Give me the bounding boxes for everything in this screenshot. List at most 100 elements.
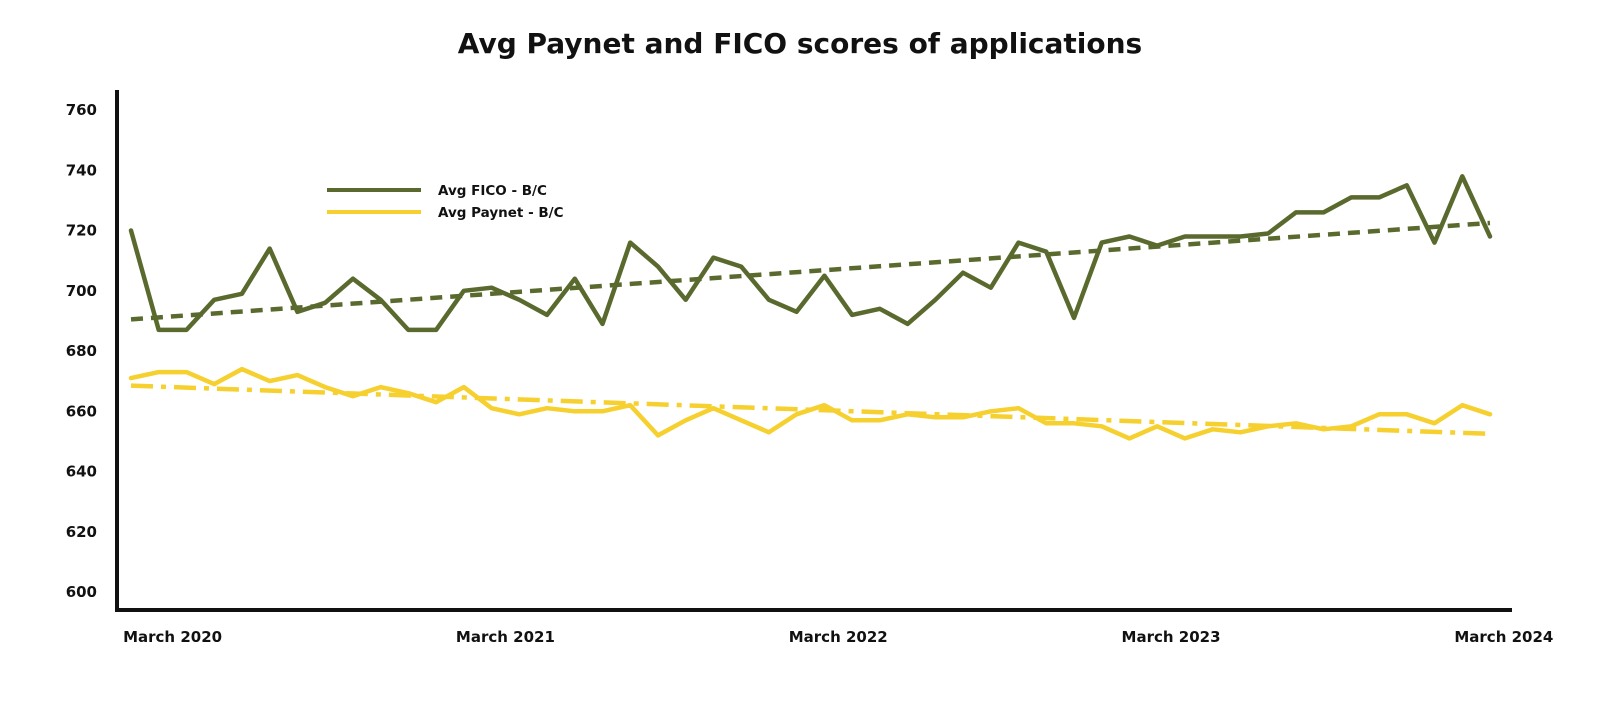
fico-data-point xyxy=(295,310,299,314)
paynet-data-point xyxy=(1405,412,1409,416)
y-tick-label: 720 xyxy=(66,222,97,240)
paynet-data-point xyxy=(961,415,965,419)
fico-data-point xyxy=(1433,241,1437,245)
trendlines xyxy=(130,220,1491,437)
paynet-data-point xyxy=(406,391,410,395)
fico-data-point xyxy=(212,298,216,302)
legend: Avg FICO - B/C Avg Paynet - B/C xyxy=(327,183,564,221)
fico-data-point xyxy=(711,256,715,260)
fico-data-point xyxy=(1017,241,1021,245)
fico-data-point xyxy=(600,322,604,326)
paynet-data-point xyxy=(268,379,272,383)
paynet-data-point xyxy=(434,400,438,404)
paynet-series-line xyxy=(128,366,1493,441)
paynet-data-point xyxy=(1488,412,1492,416)
paynet-data-point xyxy=(157,370,161,374)
fico-data-point xyxy=(850,313,854,317)
paynet-data-point xyxy=(1377,412,1381,416)
paynet-data-point xyxy=(1266,424,1270,428)
x-tick-label: March 2021 xyxy=(456,628,555,646)
paynet-data-point xyxy=(517,412,521,416)
fico-data-point xyxy=(739,265,743,269)
fico-data-point xyxy=(157,328,161,332)
fico-data-point xyxy=(961,271,965,275)
x-tick-label: March 2023 xyxy=(1122,628,1221,646)
paynet-data-point xyxy=(850,418,854,422)
y-tick-label: 680 xyxy=(66,342,97,360)
paynet-data-point xyxy=(1460,403,1464,407)
x-tick-label: March 2020 xyxy=(123,628,222,646)
fico-data-point xyxy=(1322,210,1326,214)
paynet-data-point xyxy=(1238,430,1242,434)
paynet-data-point xyxy=(656,433,660,437)
paynet-data-point xyxy=(1433,421,1437,425)
paynet-data-point xyxy=(379,385,383,389)
paynet-data-point xyxy=(1322,427,1326,431)
paynet-data-point xyxy=(1211,427,1215,431)
fico-data-point xyxy=(1155,244,1159,248)
paynet-data-point xyxy=(684,418,688,422)
y-tick-label: 660 xyxy=(66,402,97,420)
fico-data-point xyxy=(240,292,244,296)
fico-data-point xyxy=(184,328,188,332)
paynet-data-point xyxy=(1155,424,1159,428)
y-tick-label: 700 xyxy=(66,282,97,300)
paynet-data-point xyxy=(739,418,743,422)
fico-data-point xyxy=(1377,195,1381,199)
fico-data-point xyxy=(1127,235,1131,239)
fico-data-point xyxy=(462,289,466,293)
paynet-data-point xyxy=(1294,421,1298,425)
fico-data-point xyxy=(1266,232,1270,236)
y-tick-label: 600 xyxy=(66,583,97,601)
fico-data-point xyxy=(406,328,410,332)
paynet-data-point xyxy=(822,403,826,407)
paynet-data-point xyxy=(989,409,993,413)
paynet-data-point xyxy=(1044,421,1048,425)
fico-data-point xyxy=(933,298,937,302)
fico-data-point xyxy=(1238,235,1242,239)
paynet-data-point xyxy=(129,376,133,380)
fico-data-point xyxy=(906,322,910,326)
paynet-data-point xyxy=(351,394,355,398)
fico-data-point xyxy=(822,274,826,278)
fico-data-point xyxy=(517,298,521,302)
paynet-data-point xyxy=(933,415,937,419)
y-tick-label: 740 xyxy=(66,161,97,179)
fico-data-point xyxy=(1460,174,1464,178)
fico-data-point xyxy=(1211,235,1215,239)
fico-data-point xyxy=(268,247,272,251)
paynet-data-point xyxy=(795,412,799,416)
paynet-data-point xyxy=(1072,421,1076,425)
y-tick-label: 620 xyxy=(66,523,97,541)
legend-label-fico: Avg FICO - B/C xyxy=(438,183,547,199)
y-tick-label: 640 xyxy=(66,463,97,481)
paynet-data-point xyxy=(184,370,188,374)
fico-data-point xyxy=(795,310,799,314)
x-axis-ticks: March 2020 March 2021 March 2022 March 2023… xyxy=(123,628,1553,646)
paynet-data-point xyxy=(573,409,577,413)
paynet-data-point xyxy=(600,409,604,413)
paynet-data-point xyxy=(1100,424,1104,428)
paynet-data-point xyxy=(323,385,327,389)
fico-data-point xyxy=(878,307,882,311)
paynet-data-point xyxy=(490,406,494,410)
fico-data-point xyxy=(628,241,632,245)
y-axis-ticks: 600 620 640 660 680 700 720 740 760 xyxy=(66,101,97,601)
legend-label-paynet: Avg Paynet - B/C xyxy=(438,205,564,221)
fico-data-point xyxy=(379,298,383,302)
paynet-data-point xyxy=(628,403,632,407)
fico-data-point xyxy=(1044,250,1048,254)
paynet-data-point xyxy=(240,367,244,371)
fico-data-point xyxy=(684,298,688,302)
chart-title: Avg Paynet and FICO scores of applicatio… xyxy=(458,27,1142,60)
paynet-data-point xyxy=(462,385,466,389)
paynet-data-point xyxy=(1349,424,1353,428)
fico-data-point xyxy=(573,277,577,281)
fico-data-point xyxy=(323,301,327,305)
fico-data-point xyxy=(767,298,771,302)
paynet-data-point xyxy=(878,418,882,422)
paynet-data-point xyxy=(767,430,771,434)
x-tick-label: March 2024 xyxy=(1454,628,1553,646)
paynet-data-point xyxy=(295,373,299,377)
